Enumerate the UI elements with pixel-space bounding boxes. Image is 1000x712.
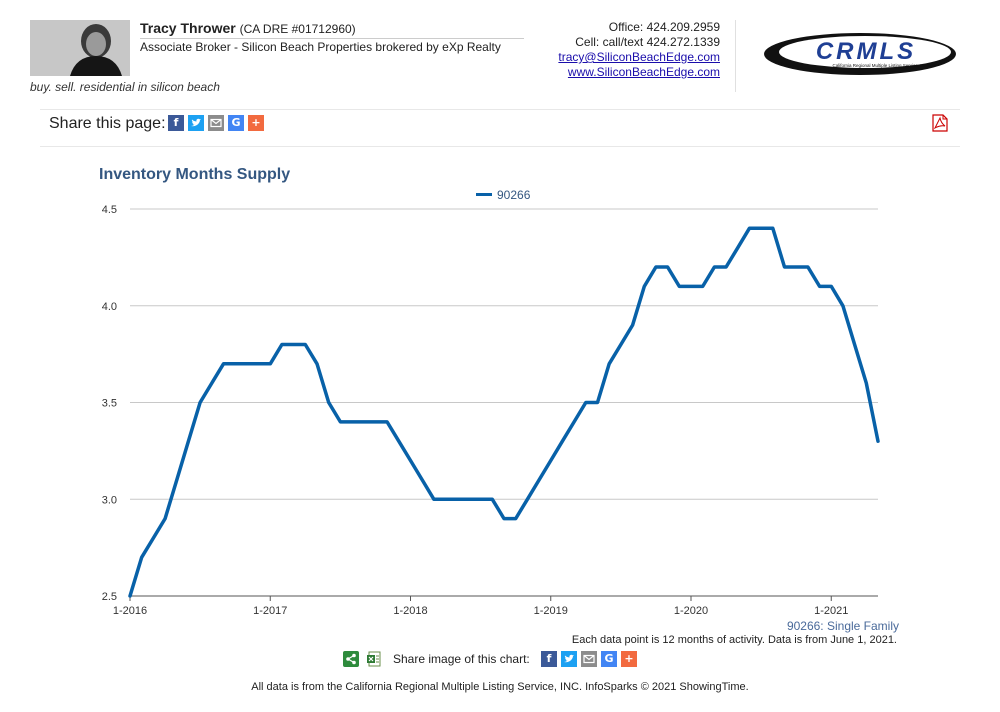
y-tick-label: 3.5 [102, 398, 117, 410]
x-tick-label: 1-2020 [674, 605, 708, 617]
svg-text:CRMLS: CRMLS [816, 38, 916, 65]
tagline: buy. sell. residential in silicon beach [30, 80, 220, 94]
x-tick-label: 1-2021 [814, 605, 848, 617]
email-icon[interactable] [581, 651, 597, 667]
twitter-icon[interactable] [188, 115, 204, 131]
cell-phone: Cell: call/text 424.272.1339 [575, 35, 720, 49]
x-tick-label: 1-2017 [253, 605, 287, 617]
agent-divider [140, 38, 524, 39]
x-tick-label: 1-2016 [113, 605, 147, 617]
agent-photo [30, 20, 130, 76]
series-line-90266 [128, 226, 880, 598]
chart-title: Inventory Months Supply [99, 166, 291, 183]
agent-title: Associate Broker - Silicon Beach Propert… [140, 40, 501, 54]
website-link[interactable]: www.SiliconBeachEdge.com [567, 65, 720, 79]
y-tick-label: 4.5 [102, 204, 117, 216]
share-image-label: Share image of this chart: [393, 652, 530, 666]
y-tick-label: 4.0 [102, 301, 117, 313]
agent-name: Tracy Thrower [140, 20, 236, 36]
pdf-icon[interactable] [932, 114, 948, 132]
agent-name-line: Tracy Thrower (CA DRE #01712960) [140, 20, 356, 36]
facebook-icon[interactable]: f [541, 651, 557, 667]
share-page-label: Share this page: [49, 115, 166, 132]
crmls-logo: CRMLS California Regional Multiple Listi… [762, 30, 958, 78]
data-footnote: Each data point is 12 months of activity… [571, 634, 897, 646]
header-divider [40, 109, 960, 110]
series-footnote: 90266: Single Family [786, 619, 899, 633]
agent-dre: (CA DRE #01712960) [239, 22, 356, 36]
legend-label-90266[interactable]: 90266 [497, 188, 531, 202]
legend-swatch-90266 [476, 193, 492, 196]
plus-icon[interactable]: + [248, 115, 264, 131]
crmls-logo-text: CRMLS [816, 38, 916, 65]
contact-block: Office: 424.209.2959 Cell: call/text 424… [558, 20, 720, 80]
share-image-icon[interactable] [343, 651, 359, 667]
x-tick-label: 1-2018 [393, 605, 427, 617]
plus-icon[interactable]: + [621, 651, 637, 667]
footer-credit: All data is from the California Regional… [251, 681, 749, 693]
facebook-icon[interactable]: f [168, 115, 184, 131]
google-icon[interactable]: G [601, 651, 617, 667]
excel-icon[interactable] [366, 651, 382, 667]
y-tick-label: 2.5 [102, 591, 117, 603]
crmls-logo-subtext: California Regional Multiple Listing Ser… [832, 63, 927, 68]
twitter-icon[interactable] [561, 651, 577, 667]
email-icon[interactable] [208, 115, 224, 131]
office-phone: Office: 424.209.2959 [608, 20, 720, 34]
x-tick-label: 1-2019 [534, 605, 568, 617]
y-tick-label: 3.0 [102, 494, 117, 506]
contact-divider [735, 20, 736, 92]
svg-text:California Regional Multiple L: California Regional Multiple Listing Ser… [832, 63, 927, 68]
share-divider [40, 146, 960, 147]
google-icon[interactable]: G [228, 115, 244, 131]
email-link[interactable]: tracy@SiliconBeachEdge.com [558, 50, 720, 64]
